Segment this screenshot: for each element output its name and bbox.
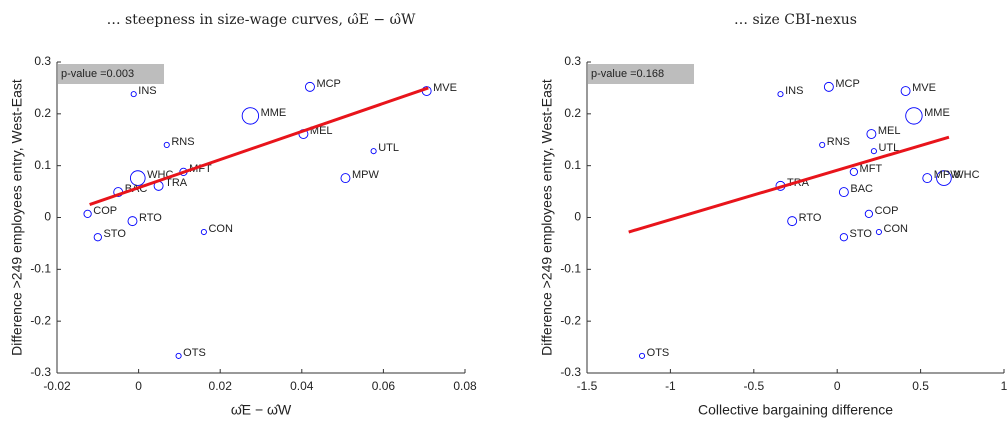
bubble bbox=[823, 81, 834, 92]
bubble bbox=[370, 148, 377, 155]
annotation: p-value =0.003 bbox=[61, 68, 134, 80]
bubble bbox=[819, 141, 826, 148]
x-tick-label: 0.02 bbox=[209, 379, 233, 393]
x-axis-label: ω̂E − ω̂W bbox=[231, 402, 292, 418]
point-label: BAC bbox=[850, 183, 873, 195]
bubble bbox=[838, 187, 849, 198]
point-label: MCP bbox=[835, 78, 859, 90]
bubble bbox=[870, 148, 877, 155]
y-tick-label: -0.1 bbox=[560, 262, 581, 276]
bubble bbox=[905, 107, 923, 125]
x-tick-label: 0.08 bbox=[453, 379, 477, 393]
bubble bbox=[638, 352, 646, 359]
x-tick-label: -0.02 bbox=[43, 379, 71, 393]
bubble bbox=[936, 170, 952, 186]
point-label: MME bbox=[261, 107, 287, 119]
bubble bbox=[93, 233, 102, 242]
bubble bbox=[777, 91, 784, 98]
x-tick-label: -1.5 bbox=[577, 379, 598, 393]
point-label: UTL bbox=[378, 142, 399, 154]
point-label: STO bbox=[850, 228, 873, 240]
bubble bbox=[83, 209, 92, 218]
fit-line bbox=[628, 135, 950, 234]
point-label: OTS bbox=[647, 347, 670, 359]
x-tick-label: 0 bbox=[135, 379, 142, 393]
x-tick-label: 0.06 bbox=[372, 379, 396, 393]
bubble bbox=[866, 129, 877, 140]
bubble bbox=[900, 86, 911, 96]
bubble bbox=[849, 167, 859, 177]
bubble bbox=[864, 209, 874, 218]
point-label: MPW bbox=[352, 169, 380, 181]
annotation: p-value =0.168 bbox=[591, 68, 664, 80]
y-axis-label: Difference >249 employees entry, West-Ea… bbox=[539, 79, 555, 356]
y-tick-label: -0.2 bbox=[30, 313, 51, 327]
x-tick-label: 1 bbox=[1001, 379, 1007, 393]
point-label: UTL bbox=[878, 142, 899, 154]
y-tick-label: 0.2 bbox=[34, 106, 51, 120]
y-tick-label: 0.3 bbox=[34, 54, 51, 68]
fit-line bbox=[89, 86, 429, 206]
point-label: TRA bbox=[165, 177, 188, 189]
y-tick-label: 0.1 bbox=[564, 158, 581, 172]
y-tick-label: 0 bbox=[44, 210, 51, 224]
annotation-box bbox=[588, 64, 694, 84]
y-tick-label: -0.1 bbox=[30, 262, 51, 276]
bubble bbox=[839, 233, 848, 242]
y-tick-label: -0.2 bbox=[560, 313, 581, 327]
bubble bbox=[241, 107, 260, 125]
bubble bbox=[787, 216, 798, 227]
x-tick-label: 0.5 bbox=[912, 379, 929, 393]
bubble bbox=[129, 170, 146, 186]
point-label: MME bbox=[924, 107, 950, 119]
point-label: RTO bbox=[799, 212, 822, 224]
y-tick-label: 0.2 bbox=[564, 106, 581, 120]
bubble bbox=[875, 228, 882, 236]
bubble bbox=[340, 173, 351, 184]
bubble bbox=[130, 91, 137, 98]
point-label: CON bbox=[884, 223, 909, 235]
chart-title: … size CBI-nexus bbox=[734, 12, 857, 28]
bubble bbox=[163, 141, 170, 148]
point-label: MPW bbox=[934, 169, 962, 181]
point-label: COP bbox=[93, 205, 117, 217]
point-label: INS bbox=[785, 85, 803, 97]
y-tick-label: -0.3 bbox=[30, 365, 51, 379]
y-tick-label: 0 bbox=[574, 210, 581, 224]
y-tick-label: 0.3 bbox=[564, 54, 581, 68]
point-label: WHC bbox=[953, 169, 979, 181]
y-tick-label: 0.1 bbox=[34, 158, 51, 172]
bubble bbox=[127, 216, 138, 227]
point-label: CON bbox=[208, 223, 233, 235]
x-tick-label: 0.04 bbox=[290, 379, 314, 393]
point-label: MVE bbox=[433, 82, 457, 94]
annotation-box bbox=[58, 64, 164, 84]
point-label: MVE bbox=[912, 82, 936, 94]
point-label: STO bbox=[103, 228, 126, 240]
point-label: INS bbox=[138, 85, 156, 97]
x-tick-label: 0 bbox=[834, 379, 841, 393]
x-tick-label: -1 bbox=[665, 379, 676, 393]
y-axis-label: Difference >249 employees entry, West-Ea… bbox=[9, 79, 25, 356]
chart-title: … steepness in size-wage curves, ω̂E − ω… bbox=[107, 12, 416, 28]
point-label: MCP bbox=[316, 78, 340, 90]
bubble bbox=[922, 173, 933, 184]
bubble bbox=[305, 81, 315, 92]
x-axis-label: Collective bargaining difference bbox=[698, 402, 893, 418]
point-label: MFT bbox=[860, 163, 883, 175]
bubble bbox=[175, 352, 182, 359]
point-label: RNS bbox=[827, 136, 850, 148]
point-label: COP bbox=[875, 205, 899, 217]
bubble bbox=[200, 228, 207, 236]
point-label: RTO bbox=[139, 212, 162, 224]
x-tick-label: -0.5 bbox=[743, 379, 764, 393]
point-label: MEL bbox=[878, 125, 901, 137]
point-label: OTS bbox=[183, 347, 206, 359]
y-tick-label: -0.3 bbox=[560, 365, 581, 379]
point-label: RNS bbox=[171, 136, 194, 148]
